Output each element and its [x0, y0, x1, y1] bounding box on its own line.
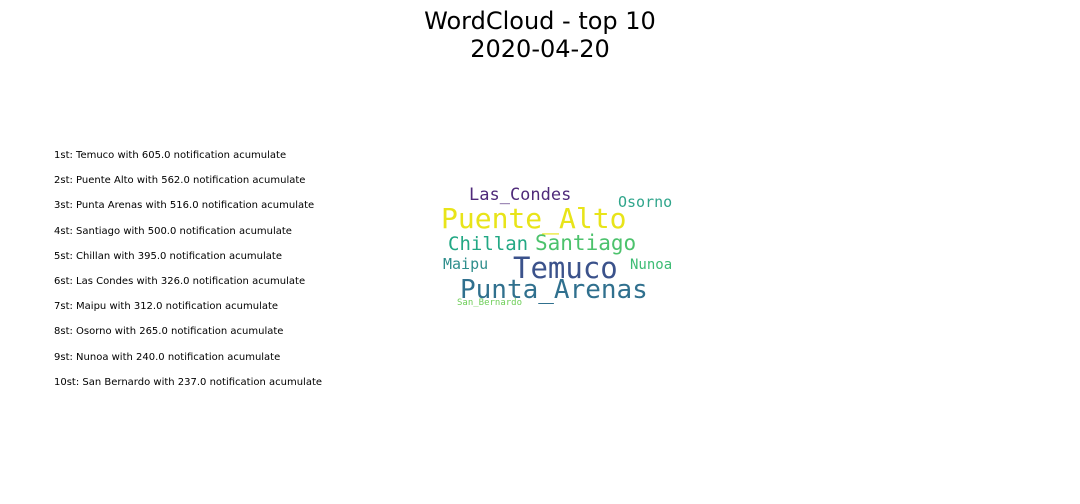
figure-subtitle-date: 2020-04-20 [470, 35, 610, 63]
ranking-item: 8st: Osorno with 265.0 notification acum… [54, 326, 284, 338]
ranking-item: 6st: Las Condes with 326.0 notification … [54, 275, 306, 287]
word-osorno: Osorno [618, 193, 673, 211]
ranking-item: 5st: Chillan with 395.0 notification acu… [54, 250, 282, 262]
ranking-item: 1st: Temuco with 605.0 notification acum… [54, 150, 287, 161]
word-chillan: Chillan [448, 233, 529, 255]
ranking-list: 1st: Temuco with 605.0 notification acum… [54, 150, 322, 402]
ranking-item: 4st: Santiago with 500.0 notification ac… [54, 225, 292, 237]
ranking-item: 2st: Puente Alto with 562.0 notification… [54, 175, 306, 187]
word-puente-alto: Puente_Alto [441, 202, 627, 235]
word-santiago: Santiago [535, 231, 637, 255]
word-punta-arenas: Punta_Arenas [460, 275, 648, 305]
word-las-condes: Las_Condes [469, 185, 572, 205]
word-temuco: Temuco [513, 251, 618, 285]
figure-title: WordCloud - top 10 [424, 7, 656, 35]
ranking-item: 7st: Maipu with 312.0 notification acumu… [54, 301, 279, 313]
ranking-item: 3st: Punta Arenas with 516.0 notificatio… [54, 200, 315, 212]
word-maipu: Maipu [443, 255, 489, 273]
word-san-bernardo: San_Bernardo [457, 298, 523, 308]
ranking-item: 9st: Nunoa with 240.0 notification acumu… [54, 351, 281, 363]
ranking-item: 10st: San Bernardo with 237.0 notificati… [54, 376, 323, 388]
word-nunoa: Nunoa [630, 257, 673, 273]
